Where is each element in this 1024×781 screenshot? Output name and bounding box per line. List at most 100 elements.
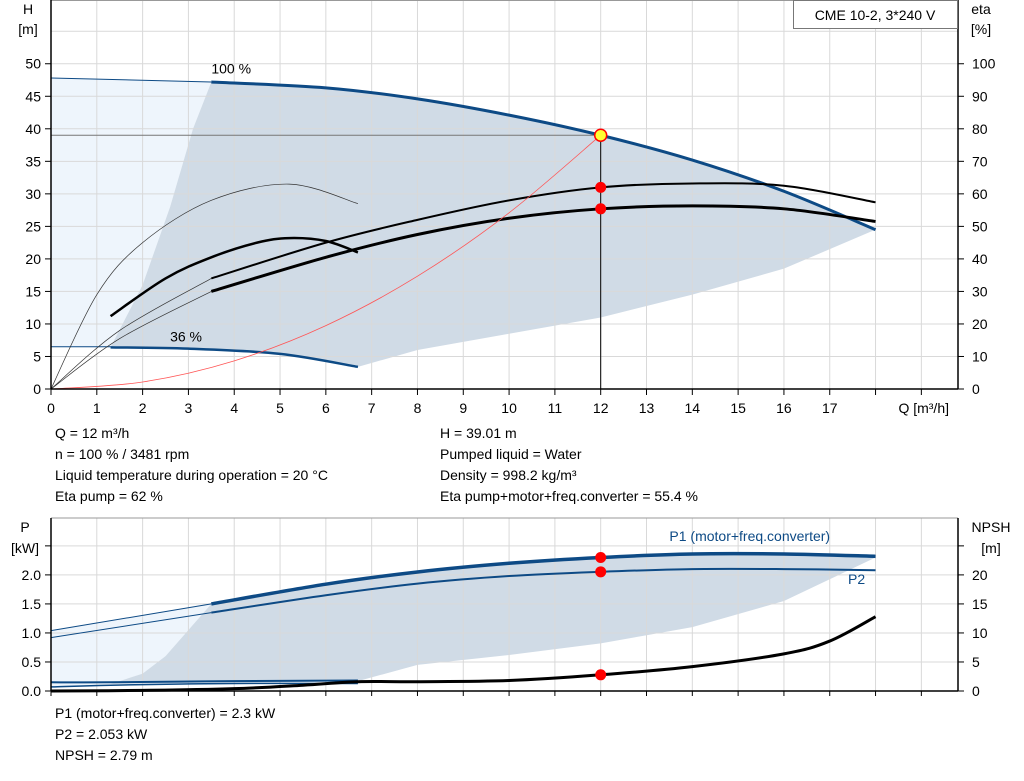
curve-p1-36- — [50, 679, 358, 684]
y2-tick-label: 100 — [972, 56, 996, 72]
info-left: Q = 12 m³/h n = 100 % / 3481 rpm Liquid … — [55, 423, 328, 507]
npsh-tick-label: 15 — [972, 596, 988, 612]
x-tick-label: 2 — [139, 400, 147, 416]
curve-npsh — [50, 615, 877, 693]
info-speed: n = 100 % / 3481 rpm — [55, 446, 190, 462]
y2-axis-unit: [%] — [971, 21, 991, 37]
curve-system-curve — [50, 134, 601, 390]
info-p2: P2 = 2.053 kW — [55, 726, 148, 742]
curve-eta-total-100-extrapolated — [50, 291, 212, 390]
info-density: Density = 998.2 kg/m³ — [440, 467, 577, 483]
x-tick-label: 0 — [47, 400, 55, 416]
info-head: H = 39.01 m — [440, 425, 517, 441]
y-tick-label: 20 — [25, 251, 41, 267]
info-p1: P1 (motor+freq.converter) = 2.3 kW — [55, 705, 276, 721]
p2-marker — [595, 566, 607, 578]
y2-tick-label: 70 — [972, 153, 988, 169]
info-npsh: NPSH = 2.79 m — [55, 747, 153, 763]
y2-tick-label: 0 — [972, 381, 980, 397]
y2-tick-label: 60 — [972, 186, 988, 202]
x-tick-label: 8 — [414, 400, 422, 416]
power-y-tick-label: 2.0 — [22, 567, 42, 583]
npsh-tick-label: 10 — [972, 625, 988, 641]
x-tick-label: 3 — [185, 400, 193, 416]
extrapolated-region — [51, 78, 212, 348]
info-power: P1 (motor+freq.converter) = 2.3 kW P2 = … — [55, 703, 275, 766]
y2-tick-label: 10 — [972, 348, 988, 364]
x-tick-label: 11 — [548, 400, 563, 416]
x-tick-label: 10 — [501, 400, 517, 416]
x-tick-label: 7 — [368, 400, 376, 416]
x-tick-label: 4 — [230, 400, 238, 416]
power-axis-label: P — [20, 519, 29, 535]
info-eta-total: Eta pump+motor+freq.converter = 55.4 % — [440, 488, 698, 504]
info-right: H = 39.01 m Pumped liquid = Water Densit… — [440, 423, 698, 507]
curve-p2 — [211, 567, 876, 614]
y2-tick-label: 30 — [972, 283, 988, 299]
y2-tick-label: 80 — [972, 121, 988, 137]
y2-tick-label: 40 — [972, 251, 988, 267]
npsh-tick-label: 0 — [972, 683, 980, 699]
y-tick-label: 45 — [25, 88, 41, 104]
y-tick-label: 25 — [25, 218, 41, 234]
npsh-axis-unit: [m] — [981, 540, 1000, 556]
y-axis-label: H — [23, 1, 33, 17]
power-axis-unit: [kW] — [11, 540, 39, 556]
power-y-tick-label: 1.5 — [22, 596, 42, 612]
curve-label: 100 % — [211, 61, 251, 77]
info-temperature: Liquid temperature during operation = 20… — [55, 467, 328, 483]
power-y-tick-label: 0.5 — [22, 654, 42, 670]
y-tick-label: 5 — [33, 348, 41, 364]
y2-tick-label: 20 — [972, 316, 988, 332]
y-tick-label: 30 — [25, 186, 41, 202]
npsh-tick-label: 20 — [972, 567, 988, 583]
curve-h-100- — [211, 80, 877, 232]
curve-eta-pump-36-extrapolated — [50, 183, 359, 390]
y-axis-unit: [m] — [18, 21, 37, 37]
curve-eta-total-36- — [109, 236, 359, 318]
x-tick-label: 9 — [459, 400, 467, 416]
legend-box — [793, 0, 958, 29]
info-liquid: Pumped liquid = Water — [440, 446, 582, 462]
curve-h-100-extrapolated — [50, 77, 212, 83]
curve-label: 36 % — [170, 329, 202, 345]
x-tick-label: 17 — [822, 400, 838, 416]
y-tick-label: 40 — [25, 121, 41, 137]
y-tick-label: 10 — [25, 316, 41, 332]
curve-eta-pump-100-extrapolated — [50, 278, 212, 390]
curve-h-36- — [110, 346, 359, 369]
npsh-marker — [595, 669, 607, 681]
x-axis-label: Q [m³/h] — [898, 400, 949, 416]
p1-marker — [595, 551, 607, 563]
y-tick-label: 50 — [25, 56, 41, 72]
y-tick-label: 35 — [25, 153, 41, 169]
duty-point-marker — [593, 128, 608, 142]
power-operating-region — [110, 553, 876, 685]
curve-eta-total-100- — [210, 204, 876, 293]
x-tick-label: 14 — [685, 400, 701, 416]
x-tick-label: 16 — [776, 400, 792, 416]
eta-pump-marker — [595, 181, 607, 193]
info-flow: Q = 12 m³/h — [55, 425, 130, 441]
x-tick-label: 6 — [322, 400, 330, 416]
curve-label: P2 — [848, 571, 865, 587]
x-tick-label: 5 — [276, 400, 284, 416]
curve-p1 — [211, 551, 876, 606]
curve-p2-extrapolated — [50, 612, 212, 639]
legend-text: CME 10-2, 3*240 V — [815, 7, 936, 23]
power-y-tick-label: 1.0 — [22, 625, 42, 641]
npsh-axis-label: NPSH — [972, 519, 1011, 535]
curve-p1-extrapolated — [50, 603, 212, 632]
y2-tick-label: 50 — [972, 218, 988, 234]
y2-axis-label: eta — [971, 1, 991, 17]
x-tick-label: 15 — [730, 400, 746, 416]
x-tick-label: 13 — [639, 400, 655, 416]
info-eta-pump: Eta pump = 62 % — [55, 488, 163, 504]
x-tick-label: 12 — [593, 400, 609, 416]
power-extrapolated-region — [51, 603, 212, 689]
y-tick-label: 15 — [25, 283, 41, 299]
y2-tick-label: 90 — [972, 88, 988, 104]
y-tick-label: 0 — [33, 381, 41, 397]
eta-total-marker — [595, 203, 607, 215]
